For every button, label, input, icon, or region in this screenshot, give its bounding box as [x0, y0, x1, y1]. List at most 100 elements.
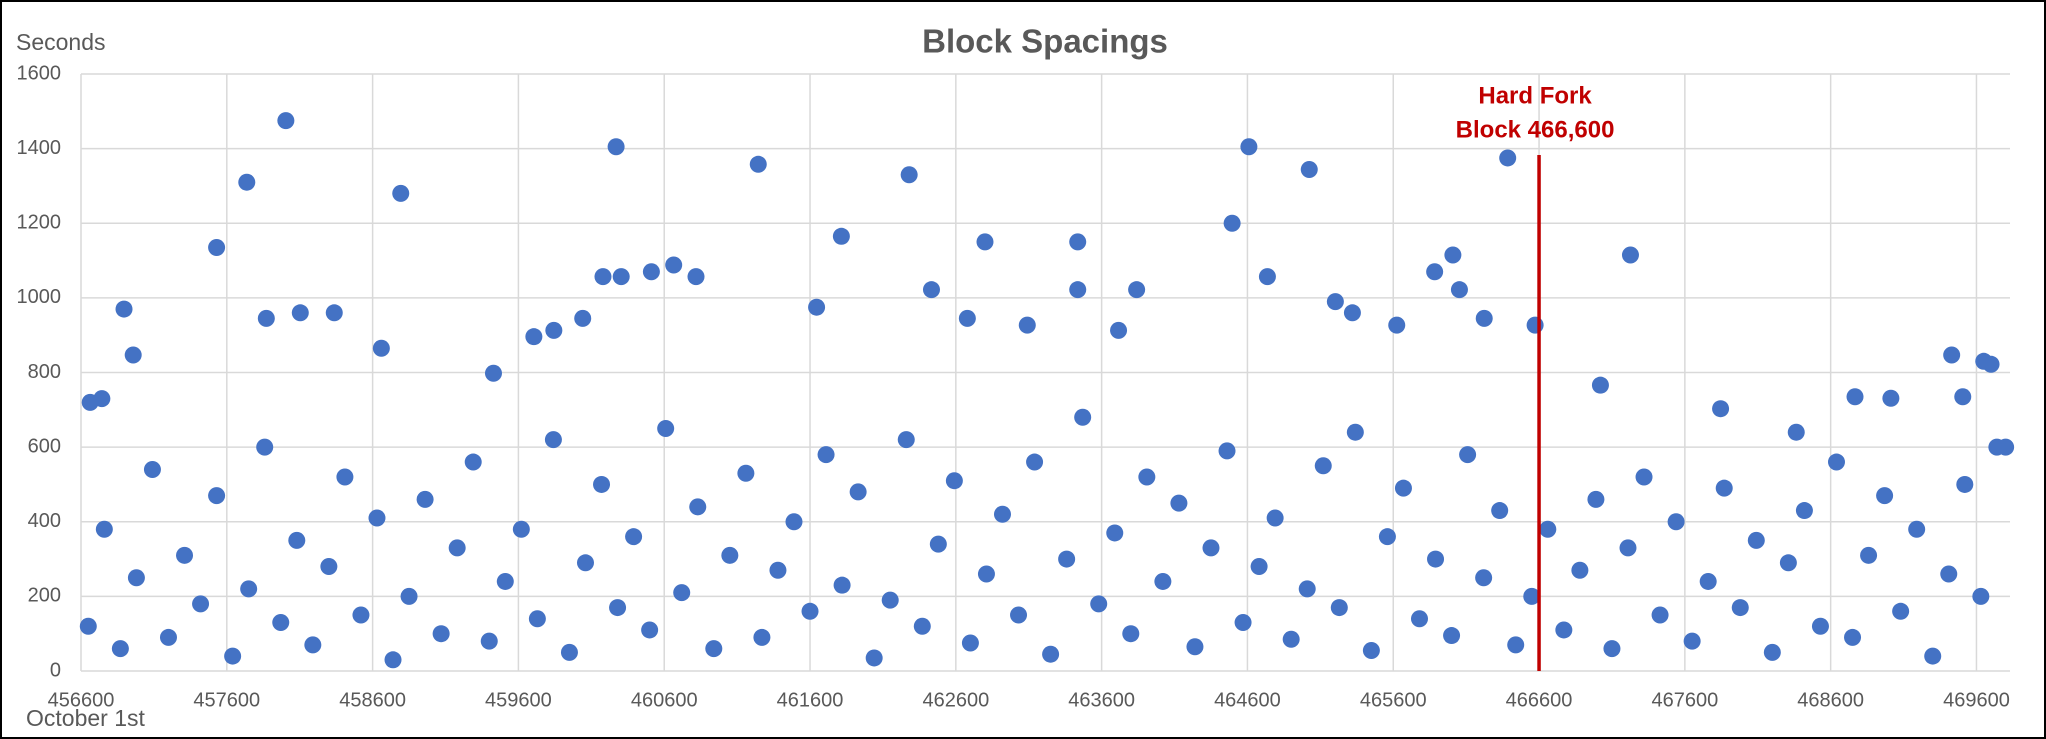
data-point	[111, 640, 129, 658]
data-point	[1138, 468, 1156, 486]
data-point	[560, 643, 578, 661]
data-point	[576, 554, 594, 572]
data-point	[657, 419, 675, 437]
data-point	[753, 628, 771, 646]
x-tick-label: 469600	[1943, 689, 2010, 711]
data-point	[1266, 509, 1284, 527]
data-point	[240, 580, 258, 598]
data-point	[1010, 606, 1028, 624]
data-point	[609, 599, 627, 617]
data-point	[607, 138, 625, 156]
y-tick-label: 1000	[17, 286, 62, 308]
data-point	[897, 431, 915, 449]
data-point	[1170, 494, 1188, 512]
data-point	[1378, 528, 1396, 546]
data-point	[1018, 316, 1036, 334]
data-point	[93, 390, 111, 408]
data-point	[737, 464, 755, 482]
data-point	[721, 546, 739, 564]
data-point	[1314, 457, 1332, 475]
data-point	[400, 587, 418, 605]
data-point	[1908, 520, 1926, 538]
data-point	[929, 535, 947, 553]
data-point	[1811, 617, 1829, 635]
x-tick-label: 456600	[48, 689, 115, 711]
data-point	[1827, 453, 1845, 471]
y-tick-label: 1200	[17, 212, 62, 234]
data-point	[1042, 645, 1060, 663]
data-point	[1571, 561, 1589, 579]
y-tick-label: 0	[50, 659, 61, 681]
data-point	[612, 268, 630, 286]
data-point	[1475, 309, 1493, 327]
data-point	[849, 483, 867, 501]
data-point	[865, 649, 883, 667]
data-point	[749, 155, 767, 173]
x-tick-label: 467600	[1651, 689, 1718, 711]
data-point	[79, 617, 97, 635]
data-point	[673, 584, 691, 602]
data-point	[1712, 400, 1730, 418]
data-point	[448, 539, 466, 557]
data-point	[1763, 643, 1781, 661]
data-point	[320, 558, 338, 576]
data-point	[176, 546, 194, 564]
data-point	[687, 268, 705, 286]
data-point	[1122, 625, 1140, 643]
annotation-text: Hard Fork	[1478, 82, 1592, 109]
data-point	[1346, 423, 1364, 441]
data-point	[1154, 572, 1172, 590]
data-point	[1731, 599, 1749, 617]
data-point	[1443, 627, 1461, 645]
data-point	[1090, 595, 1108, 613]
y-tick-label: 600	[28, 435, 61, 457]
data-point	[1621, 246, 1639, 264]
data-point	[1747, 531, 1765, 549]
data-point	[1475, 569, 1493, 587]
data-point	[1410, 610, 1428, 628]
data-point	[1026, 453, 1044, 471]
y-tick-label: 1400	[17, 137, 62, 159]
data-point	[480, 632, 498, 650]
x-tick-label: 466600	[1506, 689, 1573, 711]
data-point	[1787, 423, 1805, 441]
data-point	[159, 628, 177, 646]
data-point	[127, 569, 145, 587]
data-point	[95, 520, 113, 538]
x-tick-label: 468600	[1797, 689, 1864, 711]
x-tick-label: 462600	[922, 689, 989, 711]
data-point	[496, 572, 514, 590]
x-tick-label: 459600	[485, 689, 552, 711]
data-point	[525, 328, 543, 346]
data-point	[372, 339, 390, 357]
data-point	[272, 613, 290, 631]
data-point	[192, 595, 210, 613]
chart-title: Block Spacings	[922, 23, 1168, 60]
data-point	[528, 610, 546, 628]
data-point	[1954, 388, 1972, 406]
data-point	[224, 647, 242, 665]
data-point	[1298, 580, 1316, 598]
data-point	[1924, 647, 1942, 665]
data-point	[808, 298, 826, 316]
data-point	[115, 300, 133, 318]
data-point	[801, 602, 819, 620]
data-point	[392, 184, 410, 202]
x-tick-label: 464600	[1214, 689, 1281, 711]
data-point	[769, 561, 787, 579]
data-point	[1218, 442, 1236, 460]
data-point	[484, 364, 502, 382]
data-point	[1074, 408, 1092, 426]
data-point	[1507, 636, 1525, 654]
data-point	[1362, 641, 1380, 659]
data-point	[291, 304, 309, 322]
data-point	[143, 461, 161, 479]
data-point	[1394, 479, 1412, 497]
data-point	[1683, 632, 1701, 650]
annotation-text: Block 466,600	[1456, 116, 1615, 143]
data-point	[1882, 389, 1900, 407]
data-point	[1128, 281, 1146, 299]
data-point	[1667, 513, 1685, 531]
data-point	[1619, 539, 1637, 557]
